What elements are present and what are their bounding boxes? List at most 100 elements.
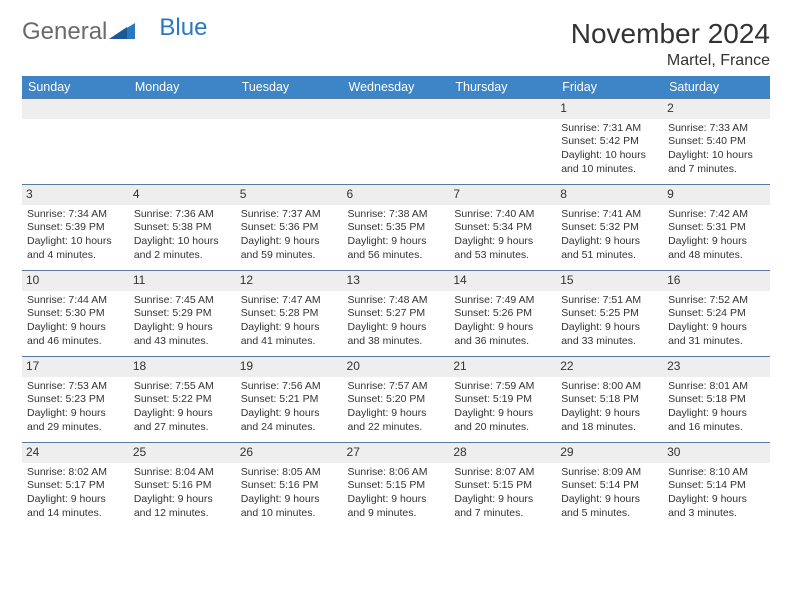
calendar-cell: 19 Sunrise: 7:56 AMSunset: 5:21 PMDayligh…: [236, 357, 343, 443]
calendar-cell: [129, 99, 236, 185]
day-details: Sunrise: 7:38 AMSunset: 5:35 PMDaylight:…: [348, 208, 445, 263]
day-details: Sunrise: 8:02 AMSunset: 5:17 PMDaylight:…: [27, 466, 124, 521]
day-number: 8: [556, 185, 663, 205]
calendar-cell: 23 Sunrise: 8:01 AMSunset: 5:18 PMDayligh…: [663, 357, 770, 443]
day-details: Sunrise: 7:47 AMSunset: 5:28 PMDaylight:…: [241, 294, 338, 349]
day-details: Sunrise: 7:55 AMSunset: 5:22 PMDaylight:…: [134, 380, 231, 435]
logo-text-1: General: [22, 18, 107, 46]
day-number: 27: [343, 443, 450, 463]
calendar-cell: 2Sunrise: 7:33 AMSunset: 5:40 PMDaylight…: [663, 99, 770, 185]
calendar-cell: 20Sunrise: 7:57 AMSunset: 5:20 PMDayligh…: [343, 357, 450, 443]
calendar-cell: [236, 99, 343, 185]
day-details: Sunrise: 7:41 AMSunset: 5:32 PMDaylight:…: [561, 208, 658, 263]
calendar-cell: 15Sunrise: 7:51 AMSunset: 5:25 PMDayligh…: [556, 271, 663, 357]
calendar-cell: 12 Sunrise: 7:47 AMSunset: 5:28 PMDayligh…: [236, 271, 343, 357]
calendar-cell: 17 Sunrise: 7:53 AMSunset: 5:23 PMDayligh…: [22, 357, 129, 443]
day-number: 24: [22, 443, 129, 463]
day-details: Sunrise: 7:48 AMSunset: 5:27 PMDaylight:…: [348, 294, 445, 349]
calendar-cell: [449, 99, 556, 185]
day-number: 13: [343, 271, 450, 291]
logo: General Blue: [22, 18, 207, 46]
day-number-empty: [343, 99, 450, 119]
calendar-cell: 30Sunrise: 8:10 AMSunset: 5:14 PMDayligh…: [663, 443, 770, 529]
title-block: November 2024 Martel, France: [571, 18, 770, 70]
day-details: Sunrise: 7:37 AMSunset: 5:36 PMDaylight:…: [241, 208, 338, 263]
day-number: 2: [663, 99, 770, 119]
day-number: 1: [556, 99, 663, 119]
month-title: November 2024: [571, 18, 770, 50]
day-details: Sunrise: 7:53 AMSunset: 5:23 PMDaylight:…: [27, 380, 124, 435]
calendar-week-row: 17 Sunrise: 7:53 AMSunset: 5:23 PMDayligh…: [22, 357, 770, 443]
day-number: 11: [129, 271, 236, 291]
logo-text-2: Blue: [159, 14, 207, 42]
calendar-cell: 5 Sunrise: 7:37 AMSunset: 5:36 PMDaylight…: [236, 185, 343, 271]
day-header: Saturday: [663, 76, 770, 99]
day-details: Sunrise: 7:31 AMSunset: 5:42 PMDaylight:…: [561, 122, 658, 177]
day-details: Sunrise: 7:45 AMSunset: 5:29 PMDaylight:…: [134, 294, 231, 349]
calendar-cell: 3 Sunrise: 7:34 AMSunset: 5:39 PMDaylight…: [22, 185, 129, 271]
day-details: Sunrise: 7:52 AMSunset: 5:24 PMDaylight:…: [668, 294, 765, 349]
calendar-cell: 24 Sunrise: 8:02 AMSunset: 5:17 PMDayligh…: [22, 443, 129, 529]
day-number: 9: [663, 185, 770, 205]
calendar-cell: [343, 99, 450, 185]
calendar-cell: 14Sunrise: 7:49 AMSunset: 5:26 PMDayligh…: [449, 271, 556, 357]
day-number: 29: [556, 443, 663, 463]
day-details: Sunrise: 7:42 AMSunset: 5:31 PMDaylight:…: [668, 208, 765, 263]
day-number: 30: [663, 443, 770, 463]
day-header: Tuesday: [236, 76, 343, 99]
calendar-cell: 1 Sunrise: 7:31 AMSunset: 5:42 PMDaylight…: [556, 99, 663, 185]
day-details: Sunrise: 7:40 AMSunset: 5:34 PMDaylight:…: [454, 208, 551, 263]
calendar-table: SundayMondayTuesdayWednesdayThursdayFrid…: [22, 76, 770, 529]
calendar-cell: 26Sunrise: 8:05 AMSunset: 5:16 PMDayligh…: [236, 443, 343, 529]
day-details: Sunrise: 7:44 AMSunset: 5:30 PMDaylight:…: [27, 294, 124, 349]
day-number: 21: [449, 357, 556, 377]
day-number: 17: [22, 357, 129, 377]
day-details: Sunrise: 7:57 AMSunset: 5:20 PMDaylight:…: [348, 380, 445, 435]
calendar-cell: 25Sunrise: 8:04 AMSunset: 5:16 PMDayligh…: [129, 443, 236, 529]
day-number: 23: [663, 357, 770, 377]
day-number: 6: [343, 185, 450, 205]
day-number: 14: [449, 271, 556, 291]
day-header: Friday: [556, 76, 663, 99]
calendar-cell: 22Sunrise: 8:00 AMSunset: 5:18 PMDayligh…: [556, 357, 663, 443]
calendar-cell: 29Sunrise: 8:09 AMSunset: 5:14 PMDayligh…: [556, 443, 663, 529]
calendar-cell: 4 Sunrise: 7:36 AMSunset: 5:38 PMDaylight…: [129, 185, 236, 271]
calendar-cell: 13 Sunrise: 7:48 AMSunset: 5:27 PMDayligh…: [343, 271, 450, 357]
calendar-cell: 6 Sunrise: 7:38 AMSunset: 5:35 PMDaylight…: [343, 185, 450, 271]
calendar-week-row: 10Sunrise: 7:44 AMSunset: 5:30 PMDayligh…: [22, 271, 770, 357]
day-number: 25: [129, 443, 236, 463]
calendar-cell: 28Sunrise: 8:07 AMSunset: 5:15 PMDayligh…: [449, 443, 556, 529]
day-details: Sunrise: 8:00 AMSunset: 5:18 PMDaylight:…: [561, 380, 658, 435]
day-number: 19: [236, 357, 343, 377]
day-number-empty: [129, 99, 236, 119]
calendar-cell: 21 Sunrise: 7:59 AMSunset: 5:19 PMDayligh…: [449, 357, 556, 443]
day-number: 12: [236, 271, 343, 291]
day-number: 28: [449, 443, 556, 463]
day-header: Thursday: [449, 76, 556, 99]
header: General Blue November 2024 Martel, Franc…: [22, 18, 770, 70]
day-number: 7: [449, 185, 556, 205]
day-number: 15: [556, 271, 663, 291]
day-number: 5: [236, 185, 343, 205]
calendar-week-row: 1 Sunrise: 7:31 AMSunset: 5:42 PMDaylight…: [22, 99, 770, 185]
day-details: Sunrise: 7:56 AMSunset: 5:21 PMDaylight:…: [241, 380, 338, 435]
logo-triangle-icon: [109, 18, 135, 46]
day-details: Sunrise: 7:59 AMSunset: 5:19 PMDaylight:…: [454, 380, 551, 435]
day-number-empty: [236, 99, 343, 119]
calendar-cell: 10Sunrise: 7:44 AMSunset: 5:30 PMDayligh…: [22, 271, 129, 357]
day-details: Sunrise: 7:34 AMSunset: 5:39 PMDaylight:…: [27, 208, 124, 263]
day-number-empty: [449, 99, 556, 119]
calendar-cell: 18Sunrise: 7:55 AMSunset: 5:22 PMDayligh…: [129, 357, 236, 443]
day-number: 26: [236, 443, 343, 463]
calendar-cell: 16Sunrise: 7:52 AMSunset: 5:24 PMDayligh…: [663, 271, 770, 357]
calendar-cell: 27Sunrise: 8:06 AMSunset: 5:15 PMDayligh…: [343, 443, 450, 529]
day-header: Wednesday: [343, 76, 450, 99]
calendar-week-row: 24 Sunrise: 8:02 AMSunset: 5:17 PMDayligh…: [22, 443, 770, 529]
day-number: 3: [22, 185, 129, 205]
day-details: Sunrise: 7:36 AMSunset: 5:38 PMDaylight:…: [134, 208, 231, 263]
calendar-cell: 7 Sunrise: 7:40 AMSunset: 5:34 PMDaylight…: [449, 185, 556, 271]
day-header: Monday: [129, 76, 236, 99]
day-details: Sunrise: 8:01 AMSunset: 5:18 PMDaylight:…: [668, 380, 765, 435]
calendar-week-row: 3 Sunrise: 7:34 AMSunset: 5:39 PMDaylight…: [22, 185, 770, 271]
day-number: 4: [129, 185, 236, 205]
